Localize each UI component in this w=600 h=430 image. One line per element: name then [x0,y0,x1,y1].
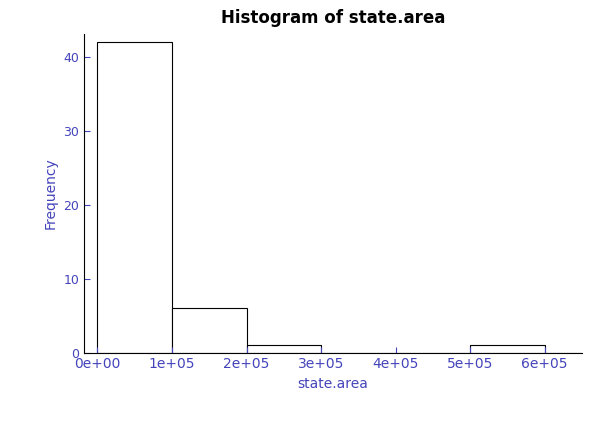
Bar [97,42,172,353]
X-axis label: state.area: state.area [298,377,368,391]
Bar [172,308,247,353]
Title: Histogram of state.area: Histogram of state.area [221,9,445,27]
Y-axis label: Frequency: Frequency [44,158,58,229]
Bar [247,345,321,353]
Bar [470,345,545,353]
